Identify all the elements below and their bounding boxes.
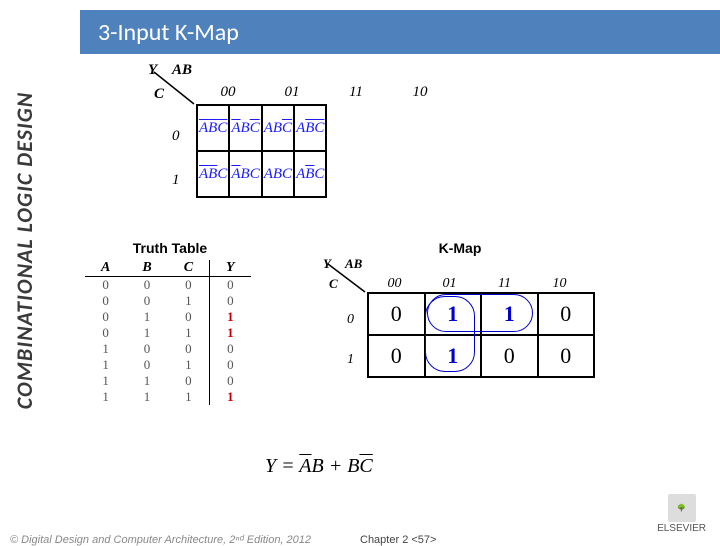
truth-cell: 0 <box>126 357 167 373</box>
bkmap-corner: Y AB C <box>325 262 367 296</box>
truth-cell: 1 <box>85 389 126 405</box>
kmap-row-labels: 0 1 <box>172 114 180 202</box>
col-label: 10 <box>532 276 587 292</box>
truth-cell: 0 <box>126 277 167 294</box>
kmap-value-cell: 0 <box>481 335 538 377</box>
copyright-prefix: © <box>10 534 21 546</box>
top-kmap: Y AB C 00 01 11 10 0 1 ABCABCABCABCABCAB… <box>150 70 196 108</box>
truth-table-section: Truth Table ABCY000000100101011110001010… <box>85 240 255 405</box>
kmap-y-label: Y <box>148 62 157 79</box>
col-label: 00 <box>196 84 260 101</box>
col-label: 01 <box>260 84 324 101</box>
truth-cell: 0 <box>85 309 126 325</box>
kmap-value-cell: 1 <box>425 335 482 377</box>
kmap-cell: ABC <box>229 151 261 197</box>
truth-cell: 1 <box>126 373 167 389</box>
col-label: 11 <box>324 84 388 101</box>
kmap-value-cell: 0 <box>368 293 425 335</box>
kmap-value-cell: 0 <box>368 335 425 377</box>
elsevier-logo-icon: 🌳 <box>668 494 696 522</box>
sidebar: COMBINATIONAL LOGIC DESIGN <box>0 0 50 500</box>
kmap-cell: ABC <box>262 105 294 151</box>
bottom-kmap-title: K-Map <box>325 240 595 256</box>
truth-cell: 0 <box>210 293 251 309</box>
boolean-equation: Y = AB + BC <box>265 455 373 478</box>
kmap-cell: ABC <box>197 105 229 151</box>
truth-cell: 1 <box>168 357 210 373</box>
bkmap-c-label: C <box>329 276 338 292</box>
bkmap-col-labels: 00 01 11 10 <box>367 276 587 292</box>
truth-header: B <box>126 260 167 277</box>
copyright-title: Digital Design and Computer Architecture <box>21 534 223 546</box>
copyright-suffix: , 2ⁿᵈ Edition, 2012 <box>223 534 311 546</box>
slide-title: 3-Input K-Map <box>98 18 239 47</box>
kmap-cell: ABC <box>262 151 294 197</box>
col-label: 00 <box>367 276 422 292</box>
truth-cell: 0 <box>210 357 251 373</box>
kmap-value-cell: 1 <box>481 293 538 335</box>
kmap-value-cell: 0 <box>538 335 595 377</box>
row-label: 1 <box>172 158 180 202</box>
truth-header: C <box>168 260 210 277</box>
bkmap-row-labels: 0 1 <box>347 300 354 380</box>
truth-cell: 1 <box>85 373 126 389</box>
kmap-grid: ABCABCABCABCABCABCABCABC <box>196 104 327 198</box>
publisher-name: ELSEVIER <box>657 523 706 534</box>
truth-cell: 0 <box>210 373 251 389</box>
kmap-value-cell: 0 <box>538 293 595 335</box>
truth-cell: 0 <box>210 277 251 294</box>
truth-header: A <box>85 260 126 277</box>
truth-cell: 0 <box>85 293 126 309</box>
truth-cell: 1 <box>85 341 126 357</box>
row-label: 0 <box>347 300 354 340</box>
truth-cell: 0 <box>168 309 210 325</box>
col-label: 10 <box>388 84 452 101</box>
col-label: 11 <box>477 276 532 292</box>
kmap-cell: ABC <box>197 151 229 197</box>
title-bar: 3-Input K-Map <box>80 10 720 54</box>
truth-cell: 0 <box>126 293 167 309</box>
truth-cell: 1 <box>168 389 210 405</box>
bkmap-y-label: Y <box>323 256 331 272</box>
truth-table: ABCY00000010010101111000101011001111 <box>85 260 251 405</box>
publisher: 🌳 ELSEVIER <box>657 494 706 534</box>
kmap-corner: Y AB C <box>150 70 196 108</box>
truth-cell: 0 <box>126 341 167 357</box>
truth-cell: 1 <box>126 389 167 405</box>
truth-cell: 0 <box>168 341 210 357</box>
kmap-c-label: C <box>154 86 164 103</box>
truth-cell: 1 <box>210 325 251 341</box>
chapter-page: Chapter 2 <57> <box>360 534 436 546</box>
kmap-col-labels: 00 01 11 10 <box>196 84 452 101</box>
bkmap-ab-label: AB <box>345 256 362 272</box>
truth-cell: 1 <box>126 309 167 325</box>
truth-header: Y <box>210 260 251 277</box>
truth-cell: 1 <box>210 389 251 405</box>
col-label: 01 <box>422 276 477 292</box>
truth-cell: 1 <box>210 309 251 325</box>
kmap-cell: ABC <box>294 105 326 151</box>
sidebar-label: COMBINATIONAL LOGIC DESIGN <box>12 91 39 408</box>
kmap-cell: ABC <box>294 151 326 197</box>
truth-cell: 1 <box>126 325 167 341</box>
truth-cell: 0 <box>85 277 126 294</box>
truth-cell: 0 <box>210 341 251 357</box>
bottom-kmap: K-Map Y AB C 00 01 11 10 0 1 01100100 <box>325 240 595 296</box>
kmap-cell: ABC <box>229 105 261 151</box>
kmap-ab-label: AB <box>172 62 192 79</box>
truth-cell: 0 <box>85 325 126 341</box>
row-label: 1 <box>347 340 354 380</box>
truth-table-title: Truth Table <box>85 240 255 256</box>
truth-cell: 1 <box>85 357 126 373</box>
row-label: 0 <box>172 114 180 158</box>
truth-cell: 0 <box>168 277 210 294</box>
truth-cell: 1 <box>168 293 210 309</box>
kmap-value-cell: 1 <box>425 293 482 335</box>
truth-cell: 0 <box>168 373 210 389</box>
copyright: © Digital Design and Computer Architectu… <box>10 534 311 546</box>
bkmap-grid: 01100100 <box>367 292 595 378</box>
truth-cell: 1 <box>168 325 210 341</box>
